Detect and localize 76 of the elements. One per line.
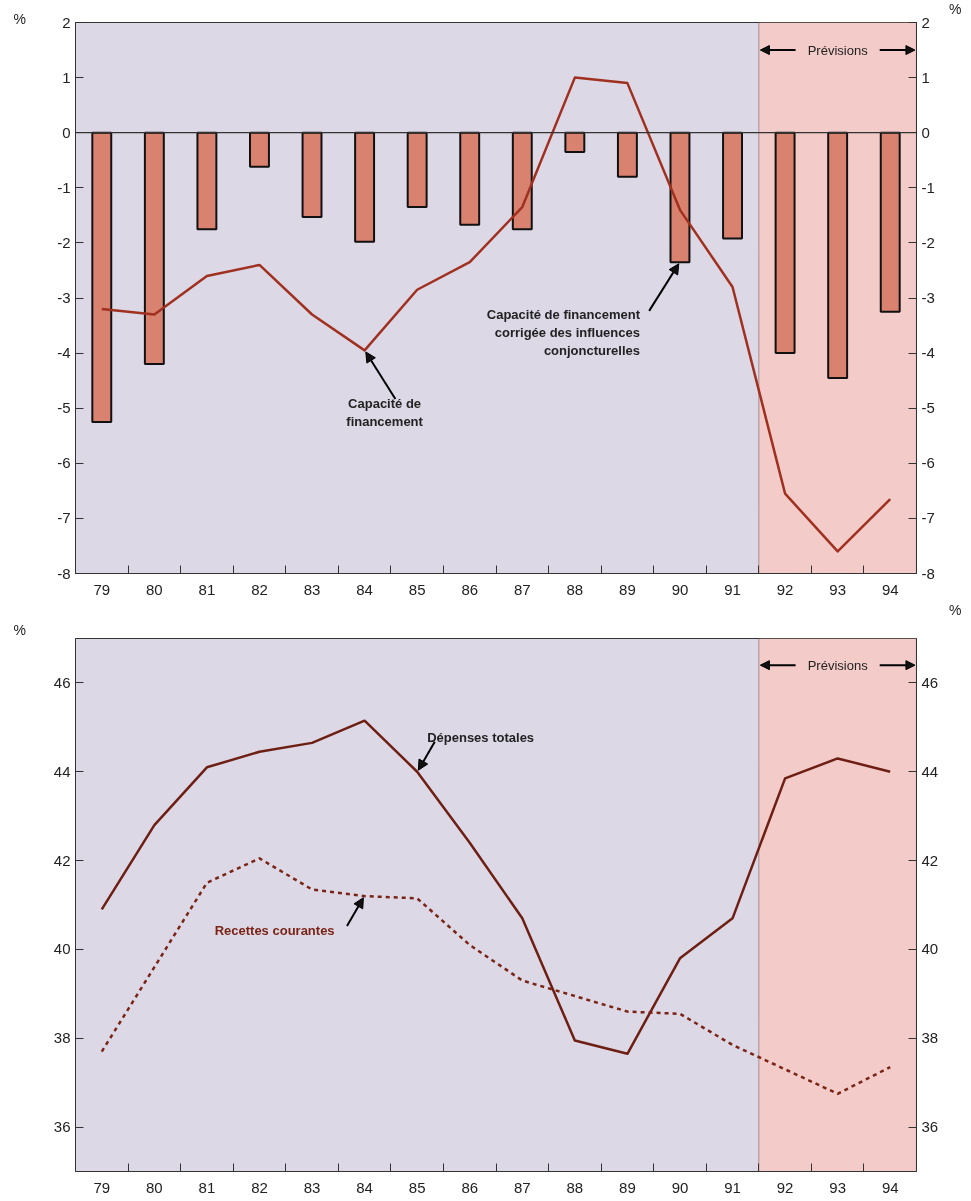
y-tick-label: -4 xyxy=(57,344,71,362)
x-tick-label: 90 xyxy=(671,580,689,598)
y-tick-label: 2 xyxy=(62,13,71,31)
x-tick-label: 87 xyxy=(513,1178,531,1196)
x-tick-label: 91 xyxy=(724,580,741,598)
y-tick-label: -2 xyxy=(57,233,71,251)
y2-tick-label: 38 xyxy=(921,1029,939,1047)
y2-tick-label: -8 xyxy=(921,564,935,582)
y2-tick-label: 2 xyxy=(921,13,930,31)
y2-tick-label: 0 xyxy=(921,123,930,141)
x-tick-label: 81 xyxy=(198,580,216,598)
y-tick-label: 42 xyxy=(53,851,71,869)
x-tick-label: 83 xyxy=(303,580,321,598)
y-tick-label: -6 xyxy=(57,454,71,472)
x-tick-label: 90 xyxy=(671,1178,689,1196)
y-tick-label: -8 xyxy=(57,564,71,582)
y2-tick-label: -4 xyxy=(921,344,935,362)
y2-tick-label: 44 xyxy=(921,762,939,780)
x-tick-label: 84 xyxy=(356,580,373,598)
x-tick-label: 85 xyxy=(408,580,426,598)
y-tick-label: -1 xyxy=(57,178,71,196)
y2-tick-label: -5 xyxy=(921,399,935,417)
annotation: Recettes courantes xyxy=(214,923,335,939)
x-tick-label: 84 xyxy=(356,1178,373,1196)
x-tick-label: 93 xyxy=(829,1178,846,1196)
y2-axis-title: % xyxy=(949,0,962,17)
x-tick-label: 92 xyxy=(776,580,794,598)
y-axis-title: % xyxy=(13,621,26,638)
y-tick-label: 1 xyxy=(62,68,71,86)
y-tick-label: 40 xyxy=(53,940,71,958)
x-tick-label: 86 xyxy=(461,580,479,598)
y-tick-label: -5 xyxy=(57,399,71,417)
x-tick-label: 80 xyxy=(146,580,163,598)
x-tick-label: 94 xyxy=(881,580,899,598)
x-tick-label: 82 xyxy=(251,580,268,598)
y-tick-label: 38 xyxy=(53,1029,71,1047)
x-tick-label: 86 xyxy=(461,1178,479,1196)
y-tick-label: 0 xyxy=(62,123,71,141)
y-tick-label: 44 xyxy=(53,762,71,780)
y-tick-label: 36 xyxy=(53,1118,71,1136)
y-tick-label: -7 xyxy=(57,509,71,527)
y-axis-title: % xyxy=(13,10,26,27)
y2-tick-label: 46 xyxy=(921,673,939,691)
x-tick-label: 93 xyxy=(829,580,846,598)
band-label: Prévisions xyxy=(807,657,869,673)
x-tick-label: 85 xyxy=(408,1178,426,1196)
x-tick-label: 94 xyxy=(881,1178,899,1196)
y2-tick-label: 36 xyxy=(921,1118,939,1136)
x-tick-label: 79 xyxy=(93,580,111,598)
x-tick-label: 83 xyxy=(303,1178,321,1196)
x-tick-label: 91 xyxy=(724,1178,741,1196)
annotation: Capacité de financement corrigée des influences conjoncturelles xyxy=(486,307,641,359)
y-tick-label: 46 xyxy=(53,673,71,691)
y2-tick-label: -3 xyxy=(921,289,935,306)
x-tick-label: 80 xyxy=(146,1178,163,1196)
y2-tick-label: 42 xyxy=(921,851,939,869)
x-tick-label: 89 xyxy=(619,1178,636,1196)
x-tick-label: 87 xyxy=(513,580,531,598)
annotation: Dépenses totales xyxy=(427,729,535,745)
annotation: Capacité de financement xyxy=(346,395,424,429)
y2-axis-title: % xyxy=(949,601,962,618)
x-tick-label: 82 xyxy=(251,1178,268,1196)
y-tick-label: -3 xyxy=(57,289,71,306)
y2-tick-label: -1 xyxy=(921,178,935,196)
x-tick-label: 92 xyxy=(776,1178,794,1196)
y2-tick-label: -7 xyxy=(921,509,935,527)
x-tick-label: 81 xyxy=(198,1178,216,1196)
y2-tick-label: -6 xyxy=(921,454,935,472)
x-tick-label: 89 xyxy=(619,580,636,598)
y2-tick-label: -2 xyxy=(921,233,935,251)
x-tick-label: 79 xyxy=(93,1178,111,1196)
y2-tick-label: 40 xyxy=(921,940,939,958)
x-tick-label: 88 xyxy=(566,580,584,598)
band-label: Prévisions xyxy=(807,42,869,58)
y2-tick-label: 1 xyxy=(921,68,930,86)
x-tick-label: 88 xyxy=(566,1178,584,1196)
